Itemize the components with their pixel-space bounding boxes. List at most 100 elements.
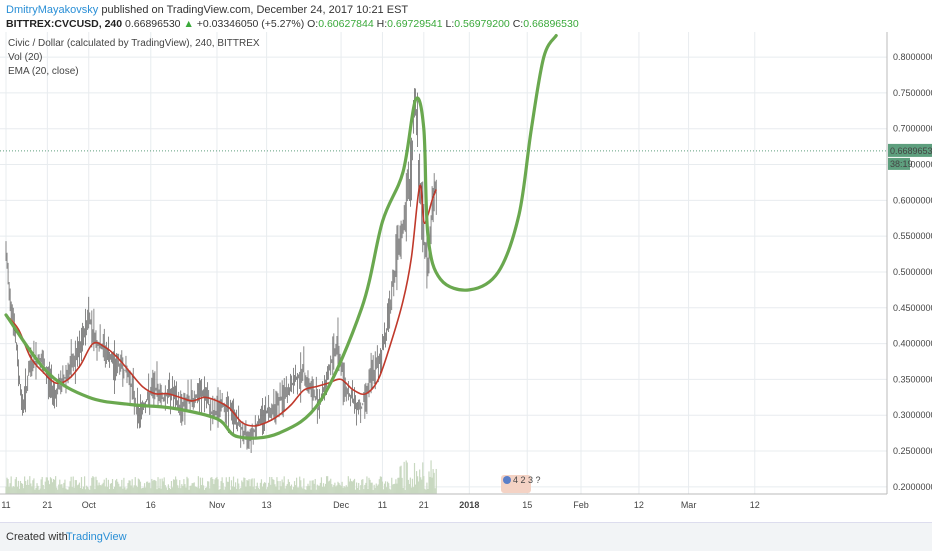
volume-bar <box>252 486 254 494</box>
volume-bar <box>413 463 416 494</box>
volume-bar <box>82 486 85 494</box>
volume-bar <box>74 480 76 494</box>
volume-bar <box>71 487 73 494</box>
volume-bar <box>365 482 367 494</box>
volume-bar <box>209 488 211 494</box>
volume-bar <box>311 480 313 494</box>
price-chart[interactable]: 0.80000000 0.75000000 0.70000000 0.65000000… <box>0 32 932 520</box>
volume-bar <box>176 479 178 494</box>
volume-bar <box>66 489 68 494</box>
volume-bar <box>67 489 69 494</box>
volume-bar <box>11 487 13 494</box>
volume-bar <box>99 485 101 494</box>
volume-bar <box>319 482 321 494</box>
volume-bar <box>149 482 151 494</box>
volume-bar <box>342 487 344 494</box>
x-tick-label: Feb <box>573 500 589 510</box>
volume-bar <box>143 483 146 494</box>
tradingview-link[interactable]: TradingView <box>66 531 127 543</box>
volume-bar <box>274 484 276 494</box>
volume-bar <box>293 481 296 494</box>
volume-bar <box>44 481 46 494</box>
volume-bar <box>267 487 269 494</box>
volume-bar <box>90 485 92 494</box>
volume-bar <box>414 484 417 494</box>
drawn-curve[interactable] <box>4 34 558 440</box>
volume-bar <box>297 487 299 494</box>
volume-bar <box>226 481 228 494</box>
grid <box>0 32 887 494</box>
volume-bar <box>350 481 353 494</box>
volume-bar <box>47 480 50 494</box>
volume-bar <box>428 471 430 494</box>
low-label: L: <box>445 18 455 30</box>
volume-bar <box>58 484 60 494</box>
volume-bar <box>237 478 239 494</box>
volume-bar <box>401 477 403 494</box>
volume-bar <box>403 461 405 494</box>
volume-bar <box>362 479 364 494</box>
volume-bar <box>227 481 229 494</box>
volume-bar <box>46 477 48 494</box>
volume-bar <box>268 482 270 494</box>
volume-bar <box>330 478 332 494</box>
volume-bar <box>340 486 342 494</box>
volume-bar <box>87 486 89 494</box>
volume-bar <box>212 478 214 494</box>
volume-bar <box>387 481 389 494</box>
volume-bar <box>60 484 62 494</box>
volume-bar <box>323 486 326 494</box>
volume-bar <box>429 476 431 494</box>
publish-line: DmitryMayakovsky published on TradingVie… <box>6 4 408 16</box>
volume-bar <box>33 478 35 494</box>
volume-bar <box>222 482 224 494</box>
volume-bar <box>196 487 198 494</box>
volume-bar <box>296 477 298 494</box>
volume-bar <box>115 480 117 494</box>
volume-bar <box>304 489 306 494</box>
volume-bar <box>309 480 311 494</box>
price-axis[interactable]: 0.80000000 0.75000000 0.70000000 0.65000000… <box>893 52 932 492</box>
volume-bar <box>101 484 103 494</box>
volume-bar <box>69 481 71 494</box>
volume-bar <box>290 484 293 494</box>
volume-bar <box>301 487 303 494</box>
volume-bar <box>134 477 136 494</box>
volume-bar <box>145 487 147 494</box>
volume-bar <box>147 481 149 494</box>
author-link[interactable]: DmitryMayakovsky <box>6 4 99 16</box>
volume-bar <box>421 479 423 494</box>
volume-bar <box>206 487 208 494</box>
volume-bar <box>55 476 57 494</box>
volume-bar <box>405 460 407 494</box>
volume-bar <box>285 485 287 494</box>
volume-bar <box>163 477 165 494</box>
volume-bar <box>419 469 421 494</box>
volume-bar <box>108 489 111 494</box>
volume-bar <box>158 488 160 494</box>
volume-bar <box>359 489 361 494</box>
up-arrow-icon: ▲ <box>183 18 194 30</box>
volume-bar <box>432 469 434 494</box>
volume-bar <box>85 489 87 494</box>
symbol: BITTREX:CVCUSD, 240 <box>6 18 123 30</box>
volume-bar <box>269 476 271 494</box>
x-tick-label: 11 <box>378 500 387 510</box>
time-axis[interactable]: 11 21 Oct 16 Nov 13 Dec 11 21 2018 15 Feb 12 Mar 12 <box>1 500 759 510</box>
volume-bar <box>109 483 112 494</box>
y-tick-label: 0.55000000 <box>893 231 932 241</box>
volume-bar <box>262 483 265 494</box>
volume-bar <box>88 488 90 494</box>
x-tick-label: Nov <box>209 500 226 510</box>
volume-bar <box>187 478 189 494</box>
volume-bar <box>232 476 235 494</box>
low-value: 0.56979200 <box>454 18 510 30</box>
volume-bar <box>299 476 301 494</box>
volume-bar <box>298 487 300 494</box>
events-icon[interactable]: 4 2 3 ? <box>501 475 541 493</box>
volume-bar <box>112 488 115 494</box>
volume-bar <box>250 479 252 494</box>
volume-bar <box>332 487 334 494</box>
volume-bar <box>94 489 96 494</box>
volume-bar <box>273 479 275 494</box>
